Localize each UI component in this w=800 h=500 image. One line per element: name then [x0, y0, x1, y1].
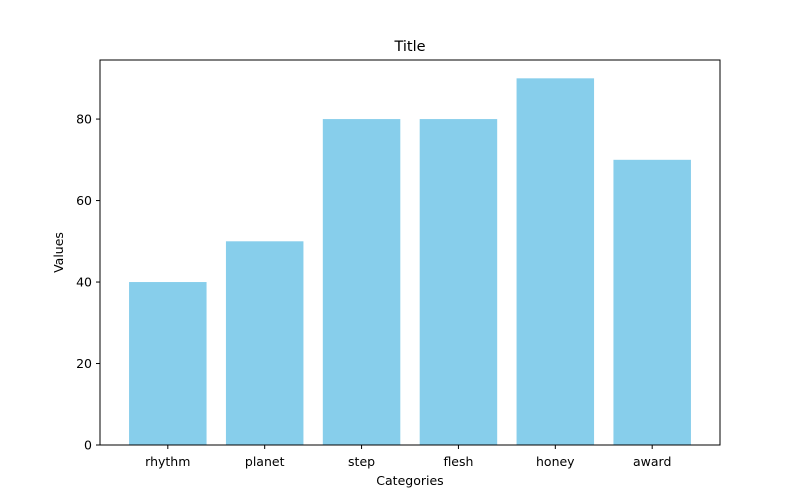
x-tick-label: honey [536, 454, 575, 469]
plot-area-frame [99, 59, 721, 446]
bar-award [613, 159, 691, 445]
chart-title: Title [393, 39, 425, 55]
y-tick-label: 20 [76, 356, 92, 371]
y-tick-label: 0 [84, 438, 92, 453]
y-tick-label: 40 [76, 275, 92, 290]
x-axis-label: Categories [376, 473, 443, 488]
x-axis-ticks: rhythm planet step flesh honey award [145, 445, 671, 469]
bar-rhythm [129, 282, 207, 445]
bar-flesh [419, 119, 498, 445]
x-tick-label: award [633, 454, 671, 469]
bar-planet [225, 241, 304, 445]
y-tick-label: 60 [76, 193, 92, 208]
y-axis-ticks: 0 20 40 60 80 [76, 112, 100, 453]
y-tick-label: 80 [76, 112, 92, 127]
x-tick-label: rhythm [145, 454, 190, 469]
bar-step [322, 119, 401, 445]
x-tick-label: step [348, 454, 375, 469]
bar-honey [516, 78, 595, 445]
bars-layer [129, 78, 691, 445]
x-tick-label: flesh [443, 454, 473, 469]
x-tick-label: planet [245, 454, 285, 469]
y-axis-label: Values [51, 232, 66, 273]
